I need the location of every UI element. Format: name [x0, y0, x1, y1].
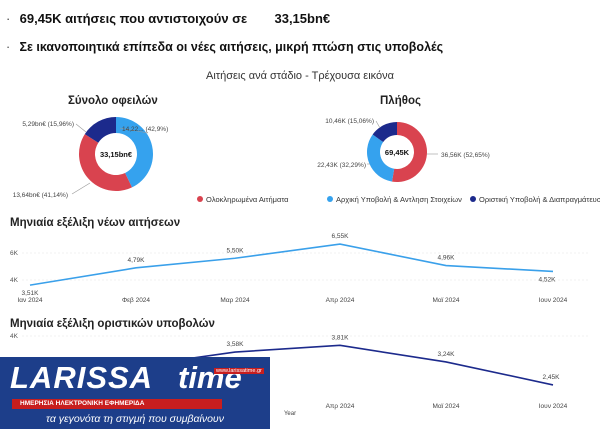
- logo-tagline: τα γεγονότα τη στιγμή που συμβαίνουν: [46, 413, 224, 425]
- logo-name: LARISSA: [10, 360, 154, 395]
- line-2-ytick-0: 4K: [10, 277, 19, 284]
- line-3-xtick-3: Απρ 2024: [326, 403, 355, 410]
- donut-0-center-label: 33,15bn€: [100, 150, 133, 159]
- line-2-data-label-3: 6,55K: [332, 233, 350, 240]
- line-3-xtick-5: Ιουν 2024: [539, 403, 568, 410]
- donut-1-label-2: 10,46K (15,06%): [325, 118, 374, 125]
- legend-marker-0: [197, 196, 203, 202]
- larissatime-logo[interactable]: LARISSA time www.larissatime.gr ΗΜΕΡΗΣΙΑ…: [0, 357, 270, 429]
- line-2-xtick-5: Ιουν 2024: [539, 297, 568, 304]
- bullet: ·: [6, 40, 11, 54]
- logo-url: www.larissatime.gr: [214, 368, 264, 374]
- headline-text: αιτήσεις που αντιστοιχούν σε: [65, 11, 248, 26]
- headline-summary-text: Σε ικανοποιητικά επίπεδα οι νέες αιτήσει…: [19, 40, 444, 54]
- line-2-ytick-1: 6K: [10, 250, 19, 257]
- legend-label-0: Ολοκληρωμένα Αιτήματα: [206, 195, 289, 204]
- legend-marker-2: [470, 196, 476, 202]
- legend-label-1: Αρχική Υποβολή & Αντληση Στοιχείων: [336, 195, 462, 204]
- donut-1-label-1: 22,43K (32,29%): [317, 162, 366, 169]
- donut-1-slice-0: [392, 122, 428, 182]
- donut-debt-title: Σύνολο οφειλών: [68, 95, 158, 107]
- headline-summary: · Σε ικανοποιητικά επίπεδα οι νέες αιτήσ…: [6, 40, 443, 54]
- line-2-xtick-3: Απρ 2024: [326, 297, 355, 304]
- donut-count-title: Πλήθος: [380, 95, 421, 107]
- donut-1-center-label: 69,45K: [385, 148, 410, 157]
- headline-totals: · 69,45K αιτήσεις που αντιστοιχούν σε 33…: [6, 11, 330, 26]
- line-3-xtick-4: Μαϊ 2024: [433, 403, 460, 410]
- line-2-data-label-2: 5,50K: [227, 247, 245, 254]
- donut-0-label-2: 5,29bn€ (15,96%): [22, 121, 74, 128]
- donut-0-leader-0: [119, 127, 149, 134]
- donut-1-leader-2: [375, 120, 381, 129]
- line-3-data-label-2: 3,58K: [227, 341, 245, 348]
- line-2-xtick-4: Μαϊ 2024: [433, 297, 460, 304]
- line-2-xtick-2: Μαρ 2024: [220, 297, 250, 304]
- donut-1-slice-1: [367, 134, 395, 182]
- section-title: Αιτήσεις ανά στάδιο - Τρέχουσα εικόνα: [206, 70, 394, 82]
- donut-0-leader-1: [71, 182, 91, 195]
- donut-0-leader-2: [75, 123, 87, 133]
- headline-count: 69,45K: [19, 11, 62, 26]
- donut-0-slice-2: [84, 117, 116, 143]
- new-applications-chart-title: Μηνιαία εξέλιξη νέων αιτήσεων: [10, 217, 181, 229]
- line-3-ytick-0: 4K: [10, 333, 19, 340]
- line-3-data-label-3: 3,81K: [332, 334, 350, 341]
- line-2-xtick-1: Φεβ 2024: [122, 297, 150, 304]
- donut-0-label-0: 14,22... (42,9%): [122, 126, 168, 133]
- donut-0-slice-0: [116, 117, 153, 188]
- donut-1-label-0: 36,56K (52,65%): [441, 152, 490, 159]
- line-3-xlabel: Year: [284, 411, 296, 417]
- line-2-data-label-4: 4,96K: [438, 255, 456, 262]
- donut-0-label-1: 13,64bn€ (41,14%): [13, 192, 68, 199]
- line-2-series: [29, 243, 554, 286]
- bullet: ·: [6, 11, 11, 26]
- line-2-data-label-0: 3,51K: [22, 290, 40, 297]
- line-3-data-label-4: 3,24K: [438, 351, 456, 358]
- donut-1-slice-2: [372, 122, 397, 143]
- line-2-data-label-5: 4,52K: [539, 276, 557, 283]
- legend-label-2: Οριστική Υποβολή & Διαπραγμάτευση: [479, 195, 600, 204]
- headline-amount: 33,15bn€: [274, 11, 331, 26]
- logo-time: time: [178, 360, 242, 395]
- line-2-xtick-0: Ιαν 2024: [17, 297, 42, 304]
- legend-marker-1: [327, 196, 333, 202]
- line-2-data-label-1: 4,79K: [128, 257, 146, 264]
- line-3-data-label-5: 2,45K: [543, 374, 561, 381]
- logo-subtitle: ΗΜΕΡΗΣΙΑ ΗΛΕΚΤΡΟΝΙΚΗ ΕΦΗΜΕΡΙΔΑ: [12, 399, 222, 409]
- donut-0-slice-1: [79, 134, 132, 191]
- final-submissions-chart-title: Μηνιαία εξέλιξη οριστικών υποβολών: [10, 318, 215, 330]
